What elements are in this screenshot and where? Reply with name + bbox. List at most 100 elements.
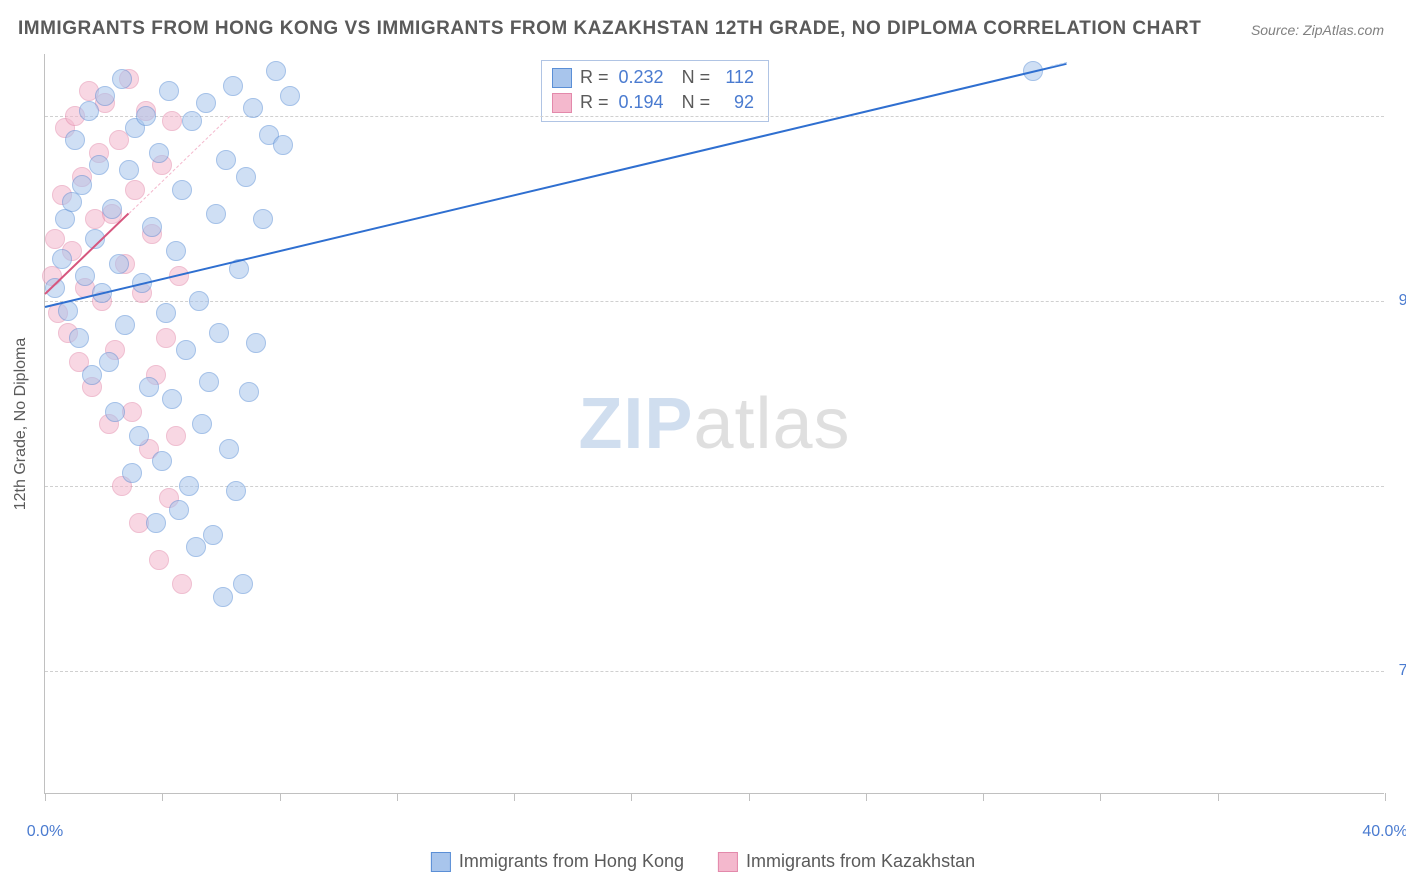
- scatter-point: [236, 167, 256, 187]
- scatter-point: [102, 199, 122, 219]
- stats-r-value: 0.232: [619, 67, 664, 88]
- legend-swatch: [718, 852, 738, 872]
- scatter-chart: 12th Grade, No Diploma ZIPatlas R =0.232…: [44, 54, 1384, 794]
- watermark: ZIPatlas: [578, 383, 850, 465]
- scatter-point: [99, 352, 119, 372]
- scatter-point: [172, 180, 192, 200]
- scatter-point: [169, 500, 189, 520]
- scatter-point: [162, 111, 182, 131]
- scatter-point: [136, 106, 156, 126]
- x-tick-label: 0.0%: [27, 823, 63, 841]
- scatter-point: [219, 439, 239, 459]
- x-tick: [866, 793, 867, 801]
- x-tick: [280, 793, 281, 801]
- scatter-point: [176, 340, 196, 360]
- x-tick: [514, 793, 515, 801]
- stats-row: R = 0.232 N = 112: [552, 65, 754, 90]
- scatter-point: [156, 328, 176, 348]
- scatter-point: [203, 525, 223, 545]
- scatter-point: [159, 81, 179, 101]
- source-attribution: Source: ZipAtlas.com: [1251, 22, 1384, 38]
- scatter-point: [62, 192, 82, 212]
- x-tick: [1385, 793, 1386, 801]
- scatter-point: [65, 130, 85, 150]
- scatter-point: [129, 426, 149, 446]
- scatter-point: [179, 476, 199, 496]
- gridline: [45, 301, 1384, 302]
- scatter-point: [122, 463, 142, 483]
- scatter-point: [156, 303, 176, 323]
- scatter-point: [216, 150, 236, 170]
- scatter-point: [95, 86, 115, 106]
- scatter-point: [125, 180, 145, 200]
- scatter-point: [72, 175, 92, 195]
- watermark-part1: ZIP: [578, 384, 693, 464]
- scatter-point: [162, 389, 182, 409]
- stats-n-value: 92: [720, 92, 754, 113]
- scatter-point: [105, 402, 125, 422]
- scatter-point: [75, 266, 95, 286]
- scatter-point: [139, 377, 159, 397]
- y-tick-label: 77.5%: [1399, 662, 1406, 680]
- scatter-point: [109, 130, 129, 150]
- scatter-point: [119, 160, 139, 180]
- x-tick: [749, 793, 750, 801]
- scatter-point: [266, 61, 286, 81]
- scatter-point: [79, 101, 99, 121]
- stats-swatch: [552, 93, 572, 113]
- scatter-point: [149, 550, 169, 570]
- legend-label: Immigrants from Hong Kong: [459, 851, 684, 872]
- scatter-point: [223, 76, 243, 96]
- y-tick-label: 92.5%: [1399, 292, 1406, 310]
- scatter-point: [82, 365, 102, 385]
- x-tick: [1218, 793, 1219, 801]
- x-tick: [397, 793, 398, 801]
- scatter-point: [89, 155, 109, 175]
- scatter-point: [233, 574, 253, 594]
- correlation-stats-box: R = 0.232 N = 112R = 0.194 N = 92: [541, 60, 769, 122]
- stats-n-value: 112: [720, 67, 754, 88]
- gridline: [45, 671, 1384, 672]
- scatter-point: [186, 537, 206, 557]
- stats-swatch: [552, 68, 572, 88]
- scatter-point: [166, 241, 186, 261]
- scatter-point: [273, 135, 293, 155]
- scatter-point: [246, 333, 266, 353]
- scatter-point: [109, 254, 129, 274]
- scatter-point: [152, 451, 172, 471]
- x-tick: [45, 793, 46, 801]
- x-tick: [631, 793, 632, 801]
- scatter-point: [142, 217, 162, 237]
- scatter-point: [253, 209, 273, 229]
- scatter-point: [243, 98, 263, 118]
- stats-row: R =0.194N =92: [552, 90, 754, 115]
- legend-item: Immigrants from Hong Kong: [431, 851, 684, 872]
- scatter-point: [112, 69, 132, 89]
- scatter-point: [192, 414, 212, 434]
- x-tick: [162, 793, 163, 801]
- scatter-point: [239, 382, 259, 402]
- stats-r-label: R =: [580, 67, 609, 88]
- gridline: [45, 486, 1384, 487]
- stats-r-value: 0.194: [619, 92, 664, 113]
- scatter-point: [209, 323, 229, 343]
- legend-item: Immigrants from Kazakhstan: [718, 851, 975, 872]
- scatter-point: [55, 209, 75, 229]
- scatter-point: [206, 204, 226, 224]
- stats-n-label: N =: [682, 67, 711, 88]
- scatter-point: [149, 143, 169, 163]
- scatter-point: [199, 372, 219, 392]
- legend-swatch: [431, 852, 451, 872]
- scatter-point: [115, 315, 135, 335]
- scatter-point: [52, 249, 72, 269]
- stats-r-label: R =: [580, 92, 609, 113]
- scatter-point: [172, 574, 192, 594]
- scatter-point: [196, 93, 216, 113]
- scatter-point: [280, 86, 300, 106]
- legend-label: Immigrants from Kazakhstan: [746, 851, 975, 872]
- scatter-point: [213, 587, 233, 607]
- scatter-point: [69, 328, 89, 348]
- scatter-point: [182, 111, 202, 131]
- chart-legend: Immigrants from Hong Kong Immigrants from…: [431, 851, 975, 872]
- y-axis-label: 12th Grade, No Diploma: [12, 337, 30, 510]
